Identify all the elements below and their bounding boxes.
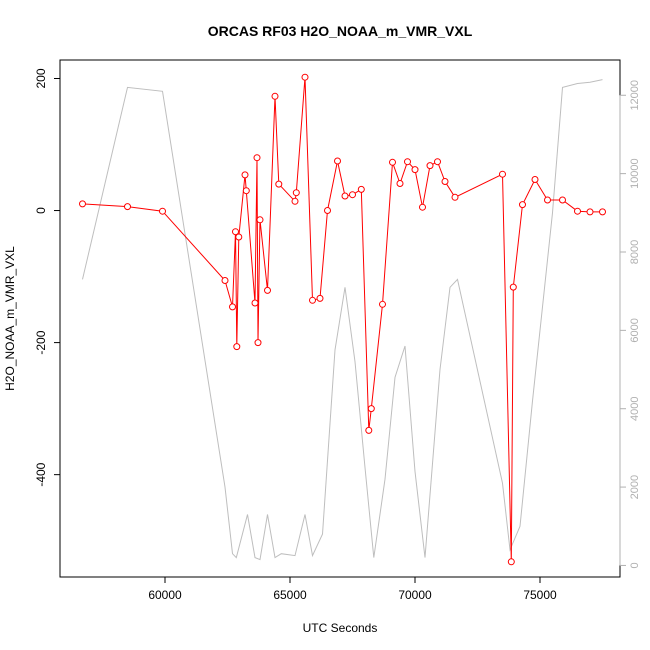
- data-point: [586, 208, 594, 216]
- secondary-series: [82, 79, 603, 561]
- y-tick-label: -400: [34, 462, 48, 486]
- data-point: [275, 180, 283, 188]
- data-point: [233, 343, 241, 351]
- data-point: [301, 73, 309, 81]
- data-point: [235, 233, 243, 241]
- y2-tick-label: 4000: [629, 396, 641, 420]
- data-point: [334, 157, 341, 165]
- data-point: [271, 92, 279, 100]
- data-point: [599, 208, 606, 216]
- data-point: [365, 426, 373, 434]
- y-tick-label: 0: [34, 207, 48, 214]
- data-point: [264, 286, 271, 294]
- data-point: [544, 196, 551, 204]
- primary-series-line: [82, 77, 603, 562]
- y-axis: 200 0 -200 -400: [34, 68, 60, 487]
- data-point: [507, 558, 515, 566]
- y2-tick-label: 2000: [629, 475, 641, 499]
- data-point: [357, 185, 365, 193]
- data-point: [316, 294, 324, 302]
- data-point: [159, 207, 166, 215]
- x-tick-label: 65000: [273, 588, 307, 602]
- data-point: [559, 196, 566, 204]
- data-point: [389, 158, 396, 166]
- data-point: [451, 193, 459, 201]
- data-point: [341, 192, 349, 200]
- y2-tick-label: 0: [629, 562, 641, 568]
- chart-title: ORCAS RF03 H2O_NOAA_m_VMR_VXL: [208, 23, 473, 39]
- data-point: [124, 203, 131, 211]
- data-point: [574, 207, 581, 215]
- x-tick-label: 75000: [523, 588, 557, 602]
- x-axis-label: UTC Seconds: [303, 621, 378, 635]
- secondary-series-line: [82, 79, 603, 561]
- data-point: [434, 158, 441, 166]
- y2-tick-label: 6000: [629, 318, 641, 342]
- data-point: [426, 162, 434, 170]
- data-point: [367, 405, 375, 413]
- data-point: [242, 187, 250, 195]
- y2-tick-label: 12000: [629, 80, 641, 111]
- data-point: [79, 200, 86, 208]
- data-point: [411, 166, 419, 174]
- data-point: [291, 197, 299, 205]
- secondary-y-axis: 0 2000 4000 6000 8000 10000 12000: [619, 80, 641, 569]
- data-point: [519, 201, 526, 209]
- x-tick-label: 70000: [398, 588, 432, 602]
- data-point: [349, 191, 356, 199]
- data-point: [509, 283, 517, 291]
- y-axis-label: H2O_NOAA_m_VMR_VXL: [3, 246, 17, 391]
- primary-series: [79, 73, 606, 566]
- data-point: [404, 158, 411, 166]
- y-tick-label: 200: [34, 68, 48, 88]
- y2-tick-label: 10000: [629, 158, 641, 189]
- data-point: [253, 154, 261, 162]
- data-point: [221, 277, 229, 284]
- data-point: [256, 216, 264, 224]
- data-point: [254, 339, 262, 347]
- data-point: [292, 189, 300, 197]
- data-point: [531, 176, 539, 183]
- data-point: [396, 180, 404, 187]
- data-point: [229, 303, 236, 311]
- data-point: [232, 228, 239, 236]
- data-point: [419, 203, 426, 211]
- data-point: [324, 207, 331, 214]
- data-point: [379, 300, 386, 308]
- data-point: [441, 178, 449, 185]
- y-tick-label: -200: [34, 330, 48, 354]
- data-point: [241, 171, 249, 179]
- x-tick-label: 60000: [148, 588, 182, 602]
- data-point: [499, 170, 506, 178]
- x-axis: 60000 65000 70000 75000: [148, 577, 557, 602]
- data-point: [309, 296, 316, 304]
- y2-tick-label: 8000: [629, 240, 641, 264]
- data-point: [251, 299, 259, 307]
